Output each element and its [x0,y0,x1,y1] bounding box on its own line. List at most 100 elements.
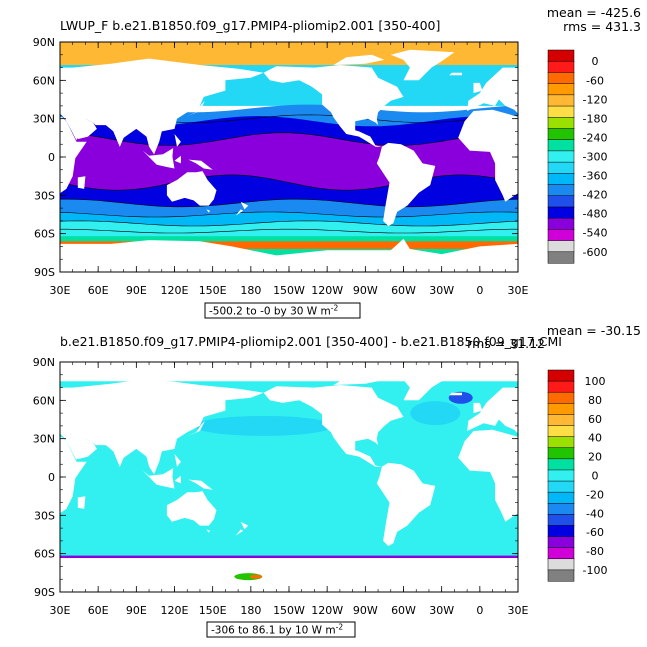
land-mask [390,49,455,81]
panel-1-mean: mean = -425.6 [547,5,641,20]
y-tick-label: 90N [33,356,55,369]
x-tick-label: 30W [429,604,454,617]
panel-2-axes: 30E 60E 90E 120E 150E 180 150W 120W 90W 60W 30W 0 30… [33,356,529,617]
colorbar-label: -540 [583,227,608,240]
panel-2-mean: mean = -30.15 [547,323,641,338]
land-mask [449,392,462,396]
panel-2-map [0,362,633,592]
colorbar-swatch [547,195,575,208]
x-tick-label: 60W [391,604,416,617]
field-antarctic-edge [60,555,518,559]
land-mask [174,475,181,484]
colorbar-swatch [547,49,575,62]
x-tick-label: 60E [88,604,109,617]
land-mask [376,462,436,546]
x-tick-label: 90W [353,604,378,617]
colorbar-swatch [547,206,575,219]
colorbar-label: -420 [583,189,608,202]
x-tick-label: 120E [161,284,189,297]
panel-2-footer-text: -306 to 86.1 by 10 W m [211,625,336,637]
land-mask [240,201,249,210]
panel-1-footer-unit-exp: -2 [331,304,339,313]
land-mask [633,134,639,147]
field-north-atlantic [410,401,461,426]
colorbar-label: 20 [588,451,602,464]
land-mask [240,521,249,530]
x-tick-label: 30E [50,284,71,297]
land-mask [67,438,97,460]
x-tick-label: 150E [199,604,227,617]
colorbar-label: -60 [586,74,604,87]
colorbar-swatch [547,184,575,197]
colorbar-label: -120 [583,93,608,106]
land-mask [0,393,4,396]
colorbar-swatch [547,369,575,382]
colorbar-swatch [547,72,575,85]
colorbar-swatch [547,240,575,253]
y-tick-label: 90S [34,586,55,599]
land-mask [174,155,181,164]
contour-line [60,228,518,234]
x-tick-label: 30E [508,284,529,297]
land-mask [235,529,244,536]
colorbar-label: -300 [583,151,608,164]
colorbar-label: -40 [586,507,604,520]
land-mask [467,67,518,114]
land-mask [77,496,86,509]
x-tick-label: 60E [88,284,109,297]
panel-2-footer-unit-exp: -2 [336,623,344,632]
land-mask [449,72,462,76]
colorbar-swatch [547,547,575,560]
colorbar-label: -80 [586,545,604,558]
land-mask [536,496,544,509]
y-tick-label: 30N [33,433,55,446]
y-tick-label: 60S [34,228,55,241]
land-mask [60,116,87,194]
colorbar-label: 80 [588,394,602,407]
land-mask [625,171,647,206]
colorbar-swatch [547,391,575,404]
land-mask [60,436,87,514]
x-tick-label: 90W [353,284,378,297]
land-mask [67,118,97,140]
colorbar-label: -180 [583,112,608,125]
field-ross-shelf-core [249,574,262,579]
contour-line [60,211,518,218]
colorbar-label: 0 [592,55,599,68]
panel-1: LWUP_F b.e21.B1850.f09_g17.PMIP4-pliomip… [16,5,647,319]
contour-line [60,174,518,191]
panel-2: b.e21.B1850.f09_g17.PMIP4-pliomip2.001 [… [0,323,641,638]
y-tick-label: 0 [48,151,55,164]
land-mask [16,83,25,93]
land-mask [473,82,483,94]
land-mask [619,468,632,482]
y-tick-label: 60N [33,74,55,87]
panel-1-footer: -500.2 to -0 by 30 W m-2 [209,304,338,318]
panel-2-rms: rms = 31.12 [467,336,545,351]
colorbar-swatch [547,150,575,163]
y-tick-label: 0 [48,471,55,484]
land-mask [601,471,633,489]
field-north-pacific [193,415,334,436]
colorbar-label: -480 [583,208,608,221]
land-mask [376,142,436,226]
colorbar-swatch [547,436,575,449]
land-mask [60,238,518,272]
land-mask [467,387,518,434]
land-mask [160,468,174,483]
panel-1-colorbar: 0 -60 -120 -180 -240 -300 -360 -420 -480 -540 -600 [547,49,608,264]
colorbar-swatch [547,536,575,549]
x-tick-label: 180 [240,604,261,617]
panel-2-footer-box [206,621,356,638]
land-mask [188,159,213,170]
colorbar-label: -20 [586,488,604,501]
y-tick-label: 90N [33,36,55,49]
colorbar-swatch [547,217,575,230]
colorbar-swatch [547,128,575,141]
panel-2-footer: -306 to 86.1 by 10 W m-2 [211,623,343,637]
colorbar-swatch [547,139,575,152]
x-tick-label: 30E [50,604,71,617]
y-tick-label: 30S [34,189,55,202]
x-tick-label: 30E [508,604,529,617]
